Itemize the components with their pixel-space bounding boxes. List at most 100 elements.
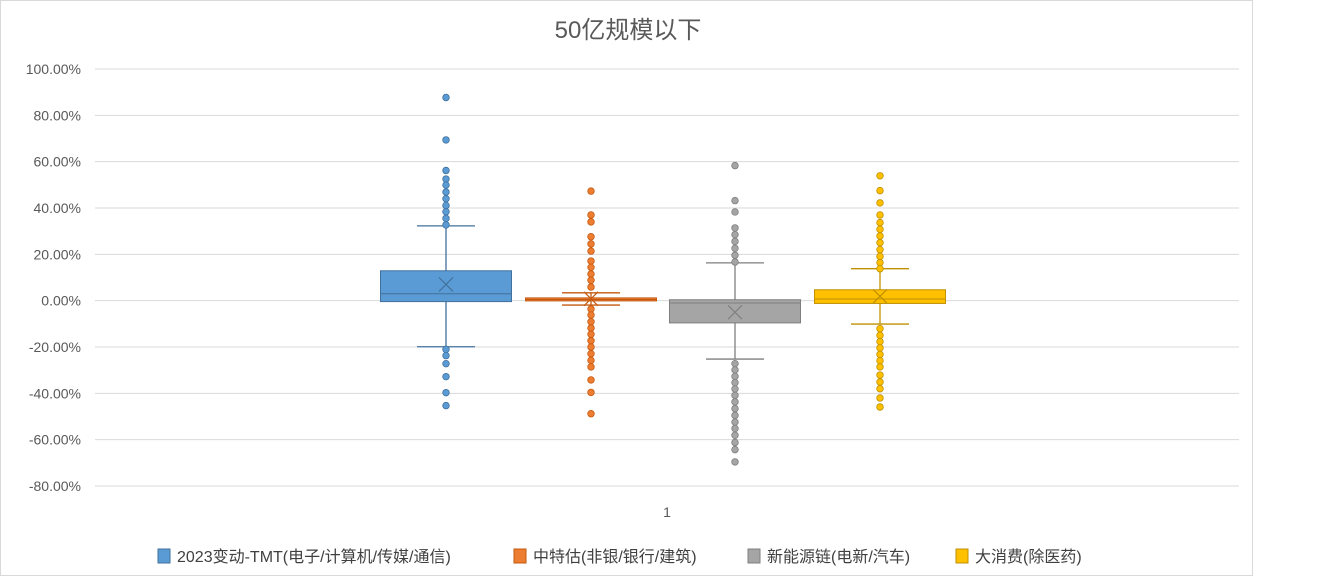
box-series-3 [814, 172, 946, 411]
outlier-point [442, 93, 450, 102]
outlier-point [587, 356, 595, 365]
outlier-point [442, 188, 450, 196]
outlier-point [587, 305, 595, 313]
outlier-point [731, 445, 739, 454]
outlier-point [731, 404, 739, 413]
outlier-point [731, 208, 739, 216]
outlier-point [442, 221, 450, 229]
outlier-point [731, 366, 739, 374]
legend-label: 中特估(非银/银行/建筑) [533, 548, 697, 566]
mean-marker [727, 304, 743, 320]
x-category-label: 1 [663, 504, 671, 520]
outlier-point [876, 245, 884, 254]
outlier-point [587, 363, 595, 371]
outlier-point [876, 356, 884, 365]
chart-area [0, 0, 1253, 576]
outlier-point [876, 371, 884, 379]
chart-title: 50亿规模以下 [555, 17, 702, 44]
outlier-point [442, 201, 450, 210]
outlier-point [876, 172, 884, 180]
outlier-point [731, 378, 739, 387]
outlier-point [587, 330, 595, 338]
outlier-point [731, 385, 739, 393]
outlier-point [876, 378, 884, 386]
y-tick-label: 0.00% [41, 293, 81, 309]
outlier-point [587, 311, 595, 319]
outlier-point [587, 211, 595, 219]
outlier-point [587, 247, 595, 255]
outlier-point [731, 431, 739, 439]
outlier-point [442, 208, 450, 216]
mean-marker [872, 288, 888, 304]
legend-label: 大消费(除医药) [975, 548, 1082, 566]
legend-swatch [747, 548, 761, 564]
y-axis-ticks: 100.00% 80.00% 60.00% 40.00% 20.00% 0.00% -20.… [26, 61, 81, 494]
legend-item-2: 新能源链(电新/汽车) [747, 548, 910, 566]
outlier-point [876, 403, 884, 411]
outlier-point [876, 337, 884, 346]
outlier-point [876, 211, 884, 219]
outlier-point [876, 264, 884, 273]
legend-swatch [157, 548, 171, 564]
outlier-point [876, 186, 884, 195]
outlier-point [876, 344, 884, 352]
outlier-point [731, 398, 739, 406]
box-series-1 [525, 187, 657, 418]
outlier-point [587, 343, 595, 351]
outlier-point [587, 218, 595, 226]
outlier-point [587, 276, 595, 284]
outlier-point [587, 350, 595, 358]
outlier-point [731, 244, 739, 253]
y-tick-label: 40.00% [34, 200, 81, 216]
outlier-point [731, 237, 739, 246]
outlier-point [876, 232, 884, 240]
outlier-point [587, 337, 595, 345]
y-tick-label: -40.00% [29, 385, 81, 401]
outlier-point [587, 257, 595, 265]
outlier-point [876, 324, 884, 333]
legend: 2023变动-TMT(电子/计算机/传媒/通信) 中特估(非银/银行/建筑) 新能源… [157, 547, 1082, 566]
outlier-point [876, 331, 884, 340]
outlier-point [442, 175, 450, 183]
outlier-point [876, 258, 884, 267]
gridlines [95, 68, 1239, 487]
outlier-point [731, 411, 739, 420]
iqr-box [380, 270, 512, 303]
outlier-point [442, 136, 450, 144]
outlier-point [731, 161, 739, 170]
outlier-point [442, 388, 450, 397]
outlier-point [442, 401, 450, 410]
outlier-point [731, 196, 739, 205]
y-tick-label: 100.00% [26, 61, 81, 77]
outlier-point [587, 283, 595, 291]
outlier-point [876, 394, 884, 402]
outlier-point [442, 195, 450, 203]
outlier-point [442, 359, 450, 368]
outlier-point [731, 258, 739, 266]
legend-item-1: 中特估(非银/银行/建筑) [513, 548, 697, 566]
outlier-point [731, 458, 739, 466]
outlier-point [731, 251, 739, 259]
y-tick-label: 20.00% [34, 246, 81, 262]
box-series-2 [669, 161, 801, 466]
legend-item-0: 2023变动-TMT(电子/计算机/传媒/通信) [157, 547, 451, 566]
legend-swatch [513, 548, 527, 564]
outlier-point [587, 187, 595, 195]
y-tick-label: 60.00% [34, 154, 81, 170]
outlier-point [442, 181, 450, 189]
outlier-point [731, 438, 739, 447]
outlier-point [587, 270, 595, 278]
outlier-point [731, 372, 739, 381]
y-tick-label: 80.00% [34, 107, 81, 123]
y-tick-label: -60.00% [29, 432, 81, 448]
outlier-point [587, 240, 595, 248]
outlier-point [731, 424, 739, 433]
mean-marker [583, 291, 599, 307]
outlier-point [587, 233, 595, 241]
y-tick-label: -20.00% [29, 339, 81, 355]
outlier-point [876, 363, 884, 371]
outlier-point [876, 225, 884, 234]
y-tick-label: -80.00% [29, 478, 81, 494]
legend-swatch [955, 548, 969, 564]
